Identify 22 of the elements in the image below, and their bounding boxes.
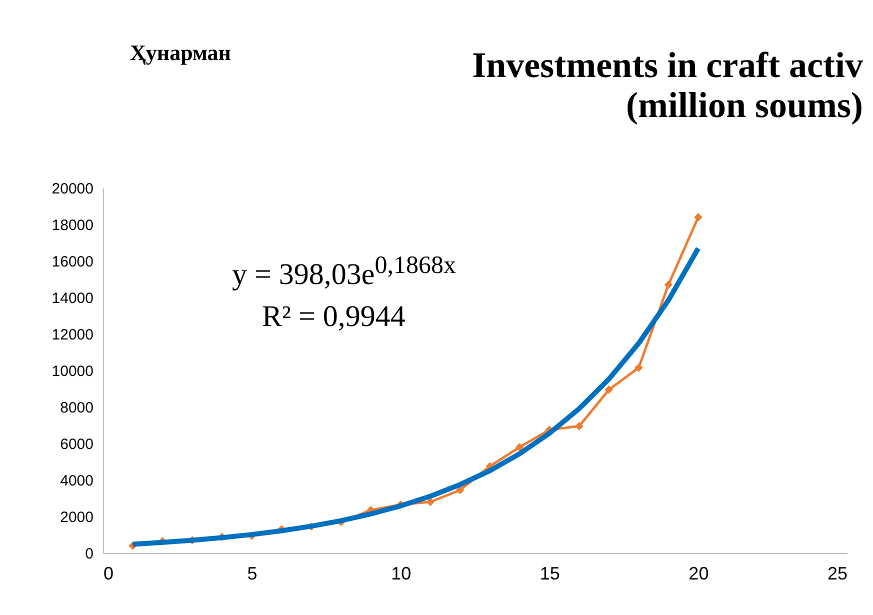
x-tick-label: 0 bbox=[104, 564, 114, 584]
chart-subtitle: (million soums) bbox=[626, 85, 863, 125]
x-tick-label: 20 bbox=[688, 564, 709, 584]
x-tick-label: 15 bbox=[540, 564, 560, 584]
y-tick-label: 4000 bbox=[60, 472, 94, 490]
y-tick-label: 6000 bbox=[60, 436, 94, 453]
y-tick-label: 10000 bbox=[52, 363, 94, 380]
y-tick-label: 12000 bbox=[52, 326, 94, 344]
y-tick-label: 2000 bbox=[60, 509, 94, 526]
x-tick-label: 10 bbox=[391, 564, 412, 584]
y-tick-label: 16000 bbox=[52, 254, 94, 270]
annotation: R² = 0,9944 bbox=[262, 300, 406, 334]
y-tick-label: 18000 bbox=[52, 217, 94, 234]
y-tick-label: 20000 bbox=[52, 180, 94, 198]
y-tick-label: 8000 bbox=[60, 400, 94, 416]
annotation: y = 398,03e$^{0,1868x}$ bbox=[232, 252, 456, 292]
text: Ҳунарман bbox=[130, 40, 231, 66]
y-tick-label: 0 bbox=[85, 546, 94, 562]
x-tick-label: 25 bbox=[827, 564, 848, 584]
chart-title: Investments in craft activ bbox=[472, 45, 863, 85]
x-tick-label: 5 bbox=[247, 564, 258, 584]
y-tick-label: 14000 bbox=[52, 290, 94, 307]
